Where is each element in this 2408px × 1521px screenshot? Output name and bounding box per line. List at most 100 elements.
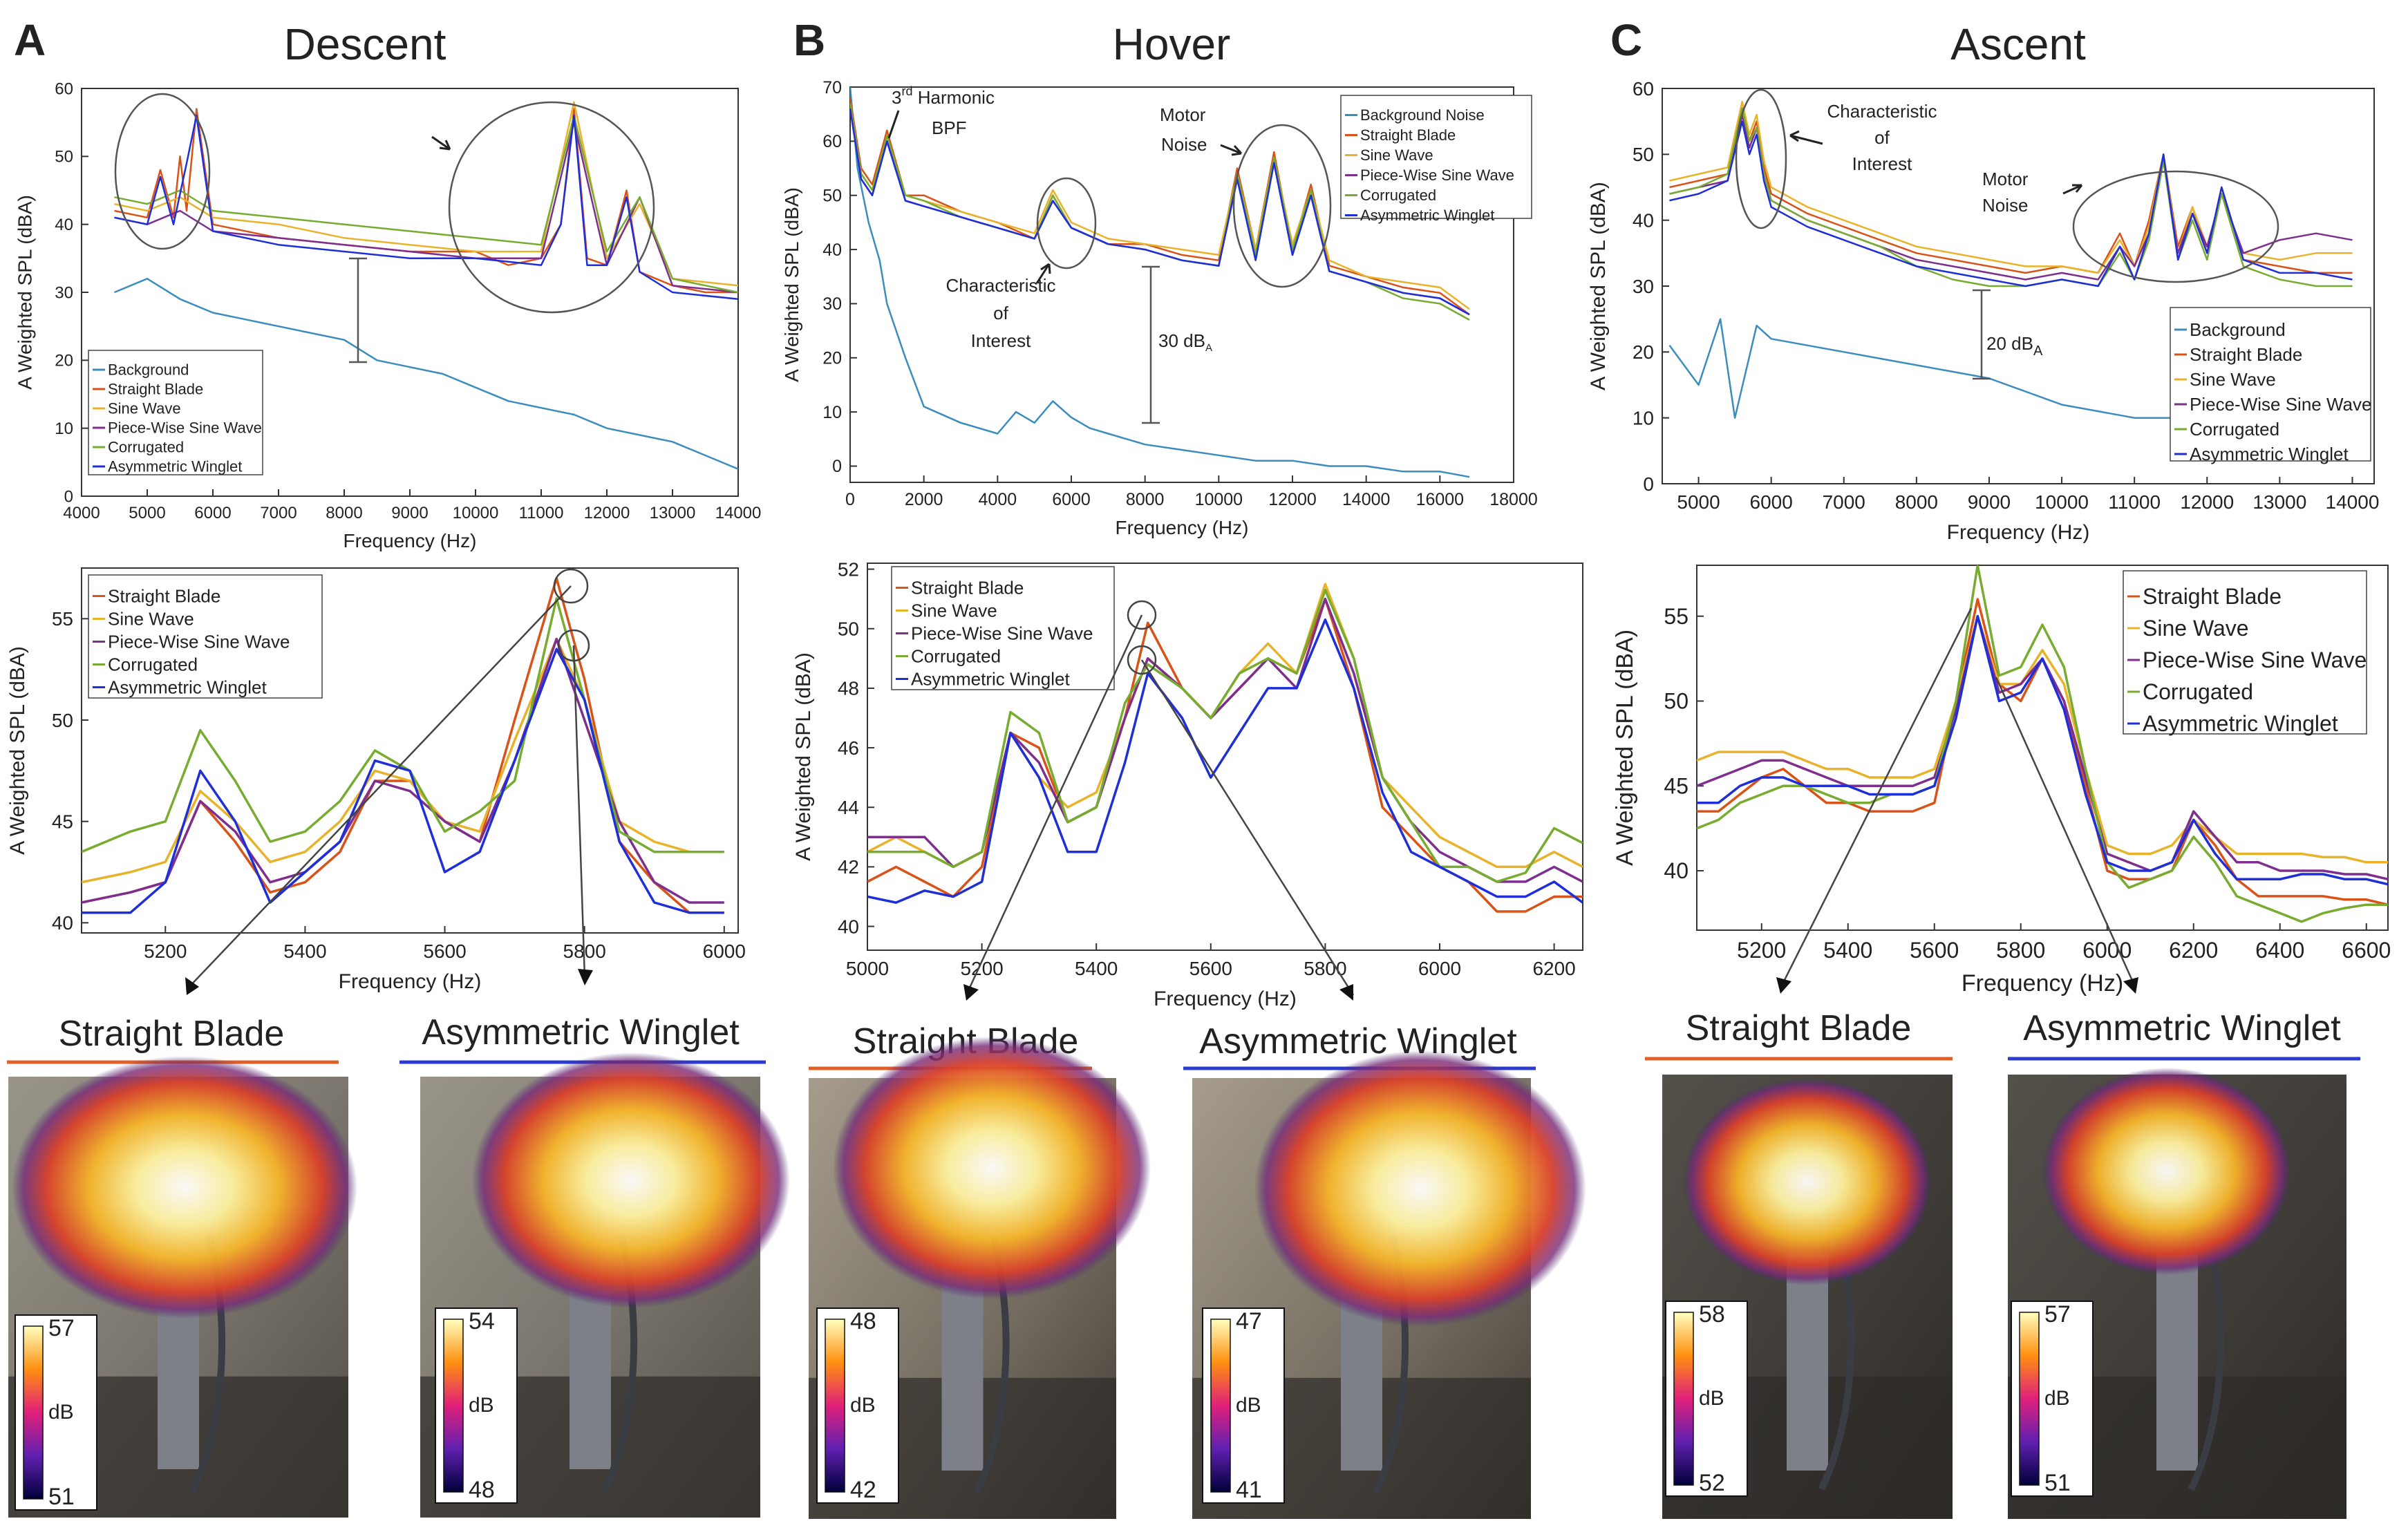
panel-title-ascent: Ascent <box>1950 19 2086 69</box>
x-tick-label: 8000 <box>1126 490 1165 509</box>
y-tick-label: 20 <box>55 352 73 370</box>
colorbar-unit: dB <box>2044 1387 2070 1410</box>
legend-entry: Sine Wave <box>2143 616 2249 641</box>
series-line-asymmetric-winglet <box>850 108 1470 316</box>
y-tick-label: 52 <box>838 558 859 580</box>
series-line-asymmetric-winglet <box>114 115 738 301</box>
legend-box <box>891 566 1115 690</box>
x-tick-label: 6000 <box>2082 938 2132 963</box>
y-tick-label: 70 <box>822 78 842 97</box>
gap-label-hover: 30 dBA <box>1158 330 1212 354</box>
legend-entry: Piece-Wise Sine Wave <box>108 419 262 437</box>
colorbar-gradient <box>443 1319 464 1493</box>
acoustic-image: 57 dB 51 <box>8 1056 357 1518</box>
series-line-asymmetric-winglet <box>1697 614 2388 886</box>
series-line-background <box>114 278 738 470</box>
colorbar-min: 41 <box>1236 1477 1262 1503</box>
x-axis-label: Frequency (Hz) <box>344 530 477 551</box>
rotor-stand <box>1787 1254 1828 1471</box>
harmonic-label: 3rd Harmonic <box>892 84 995 108</box>
x-tick-label: 16000 <box>1416 490 1465 509</box>
motor-arrow-ascent <box>2062 184 2083 195</box>
colorbar-max: 58 <box>1699 1301 1725 1328</box>
x-tick-label: 6000 <box>1418 958 1461 979</box>
series-line-asymmetric-winglet <box>1669 120 2353 287</box>
acoustic-image: 54 dB 48 <box>420 1052 790 1518</box>
x-tick-label: 12000 <box>584 504 630 522</box>
legend-entry: Corrugated <box>1360 187 1436 204</box>
series-line-piece-wise-sine-wave <box>114 121 738 294</box>
x-tick-label: 6200 <box>1532 958 1575 979</box>
legend-box <box>88 350 263 475</box>
image-label-winglet-a: Asymmetric Winglet <box>422 1012 740 1052</box>
series-line-corrugated <box>1697 565 2388 923</box>
legend-box <box>2123 570 2367 735</box>
y-tick-label: 0 <box>832 457 842 476</box>
y-tick-label: 20 <box>822 349 842 368</box>
ascent-zoom-chart: 5200 5400 5600 5800 6000 6200 6400 6600 40 45 50 55… <box>1612 565 2391 996</box>
legend-entry: Corrugated <box>108 654 198 675</box>
x-tick-label: 6000 <box>1052 490 1091 509</box>
callout-arrowheads <box>185 969 2138 1001</box>
colorbar-min: 52 <box>1699 1470 1725 1496</box>
y-tick-label: 44 <box>838 797 859 818</box>
colorbar-max: 57 <box>2044 1301 2071 1328</box>
y-tick-label: 60 <box>822 132 842 151</box>
y-tick-label: 50 <box>52 710 73 731</box>
y-tick-label: 50 <box>1633 144 1654 165</box>
ascent-spectrum-chart: 5000 6000 7000 8000 9000 10000 11000 12000 13000… <box>1587 78 2379 544</box>
legend-entry: Background <box>108 361 189 379</box>
hover-spectrum-chart: 0 2000 4000 6000 8000 10000 12000 14000 16000 180… <box>781 78 1538 538</box>
y-tick-label: 10 <box>1633 407 1654 428</box>
series-line-background-noise <box>850 87 1470 478</box>
x-tick-label: 10000 <box>1195 490 1243 509</box>
motor-noise-circle-hover <box>1232 124 1332 288</box>
series-line-corrugated <box>867 589 1583 883</box>
legend-entry: Sine Wave <box>911 601 997 621</box>
colorbar-unit: dB <box>48 1401 74 1424</box>
x-tick-label: 14000 <box>715 504 762 522</box>
coi-arrow-ascent <box>1789 130 1823 145</box>
acoustic-heatspot <box>2042 1068 2291 1275</box>
legend-entry: Corrugated <box>911 646 1001 667</box>
legend-entry: Piece-Wise Sine Wave <box>2190 394 2371 415</box>
acoustic-heatspot <box>833 1037 1151 1299</box>
hover-annotations <box>1036 124 1332 424</box>
colorbar-gradient <box>2019 1312 2040 1486</box>
y-tick-label: 10 <box>822 403 842 422</box>
x-tick-label: 5200 <box>144 941 187 962</box>
legend-entry: Straight Blade <box>911 578 1024 598</box>
x-tick-label: 6000 <box>1750 491 1793 513</box>
series-line-corrugated <box>114 115 738 294</box>
y-tick-label: 60 <box>55 79 73 98</box>
colorbar-gradient <box>23 1325 44 1500</box>
colorbar-gradient <box>825 1319 845 1493</box>
y-tick-label: 30 <box>1633 276 1654 297</box>
acoustic-image: 47 dB 41 <box>1192 1050 1586 1519</box>
x-tick-label: 12000 <box>2180 491 2234 513</box>
x-axis-label: Frequency (Hz) <box>1962 970 2123 996</box>
legend-entry: Straight Blade <box>1360 126 1456 144</box>
descent-spectrum-chart: 4000 5000 6000 7000 8000 9000 10000 11000 12000 1… <box>15 79 762 551</box>
x-tick-label: 8000 <box>1895 491 1938 513</box>
stand-cable <box>2188 1232 2225 1491</box>
y-tick-label: 40 <box>55 216 73 234</box>
panel-letter-a: A <box>14 15 46 65</box>
x-tick-label: 2000 <box>905 490 943 509</box>
legend-entry: Sine Wave <box>108 609 194 630</box>
x-tick-label: 5600 <box>1910 938 1959 963</box>
series-line-asymmetric-winglet <box>867 618 1583 904</box>
x-tick-label: 14000 <box>1342 490 1391 509</box>
legend-entry: Piece-Wise Sine Wave <box>1360 167 1514 184</box>
x-axis-label: Frequency (Hz) <box>339 970 482 993</box>
y-tick-label: 45 <box>1664 773 1689 798</box>
y-tick-label: 46 <box>838 737 859 759</box>
harmonic-arrow <box>887 110 900 139</box>
x-tick-label: 11000 <box>2108 491 2161 513</box>
x-tick-label: 12000 <box>1268 490 1317 509</box>
coi-label-ascent-1: Characteristic <box>1827 101 1937 122</box>
x-tick-label: 7000 <box>1823 491 1865 513</box>
x-tick-label: 5600 <box>1189 958 1232 979</box>
x-tick-label: 6000 <box>703 941 746 962</box>
